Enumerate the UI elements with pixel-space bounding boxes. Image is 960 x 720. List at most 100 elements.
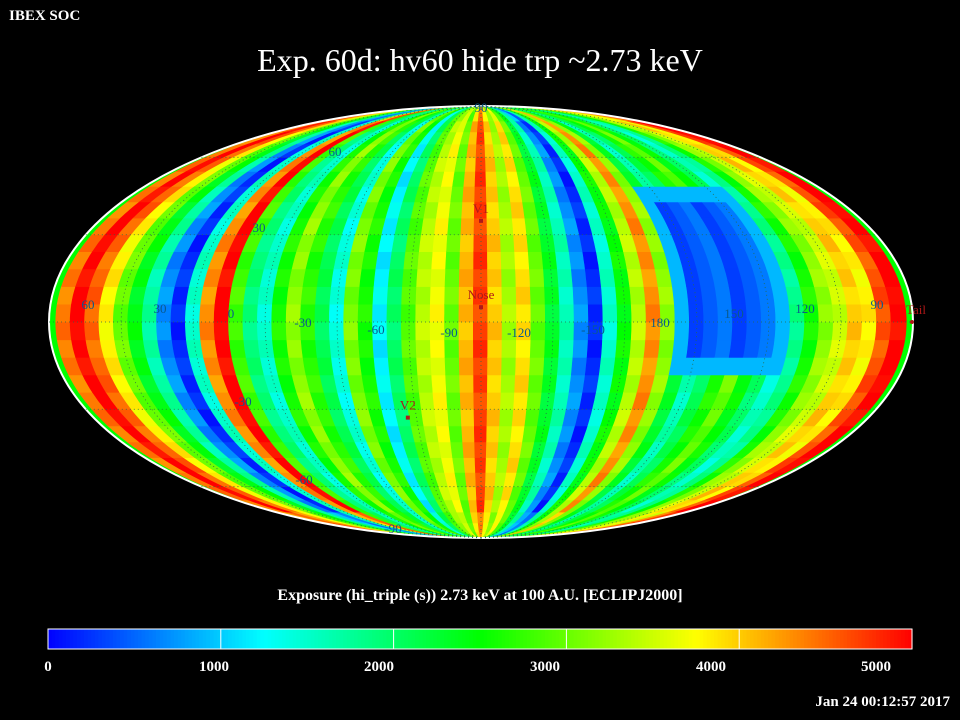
meridian-line: [480, 105, 842, 539]
colorbar-tick: 2000: [364, 659, 394, 675]
colorbar-segment: [548, 629, 553, 649]
colorbar-segment: [444, 629, 449, 649]
heatmap-cell: [472, 339, 490, 358]
heatmap-cell: [415, 303, 432, 323]
heatmap-cell: [468, 131, 479, 145]
colorbar-segment: [584, 629, 589, 649]
colorbar-segment: [411, 629, 416, 649]
colorbar-segment: [807, 629, 812, 649]
heatmap-cell: [486, 391, 503, 410]
colorbar-segment: [314, 629, 319, 649]
heatmap-cell: [544, 339, 561, 358]
heatmap-cell: [416, 268, 433, 287]
latitude-label: -90: [384, 521, 401, 536]
colorbar-segment: [451, 629, 456, 649]
heatmap-cell: [387, 357, 406, 376]
colorbar-segment: [94, 629, 99, 649]
colorbar-segment: [714, 629, 719, 649]
colorbar-segment: [278, 629, 283, 649]
heatmap-cell: [529, 357, 546, 376]
heatmap-cell: [673, 303, 691, 323]
heatmap-cell: [431, 251, 448, 270]
heatmap-cell: [572, 286, 590, 305]
colorbar-segment: [732, 629, 737, 649]
colorbar-segment: [663, 629, 668, 649]
marker-point: [910, 320, 914, 324]
colorbar-segment: [357, 629, 362, 649]
colorbar-segment: [526, 629, 531, 649]
heatmap-cell: [343, 286, 362, 305]
colorbar-segment: [80, 629, 85, 649]
colorbar-segment: [616, 629, 621, 649]
heatmap-cell: [515, 268, 532, 287]
colorbar-segment: [901, 629, 906, 649]
heatmap-cell: [415, 321, 432, 341]
colorbar-segment: [274, 629, 279, 649]
heatmap-cell: [372, 303, 389, 323]
heatmap-cell: [459, 251, 475, 270]
colorbar-segment: [703, 629, 708, 649]
colorbar-segment: [188, 629, 193, 649]
colorbar-segment: [181, 629, 186, 649]
heatmap-cell: [500, 251, 517, 270]
colorbar-segment: [422, 629, 427, 649]
colorbar-segment: [310, 629, 315, 649]
heatmap-cell: [156, 321, 174, 341]
heatmap-cell: [228, 321, 246, 341]
heatmap-cell: [358, 339, 376, 358]
heatmap-cell: [432, 234, 449, 252]
heatmap-cell: [417, 374, 435, 393]
heatmap-cell: [515, 357, 532, 376]
colorbar-segment: [105, 629, 110, 649]
colorbar-segment: [224, 629, 229, 649]
colorbar-segment: [386, 629, 391, 649]
colorbar-segment: [516, 629, 521, 649]
heatmap-cell: [430, 268, 447, 287]
heatmap-cell: [415, 286, 433, 305]
colorbar-tick: 1000: [199, 659, 229, 675]
colorbar-segment: [505, 629, 510, 649]
heatmap-cell: [431, 374, 448, 393]
heatmap-cell: [343, 339, 362, 358]
heatmap-cell: [716, 321, 734, 341]
heatmap-cell: [462, 441, 477, 458]
exposure-heatmap: [48, 105, 914, 539]
heatmap-cell: [587, 303, 605, 323]
heatmap-cell: [271, 303, 289, 323]
longitude-label: -150: [581, 322, 605, 337]
latitude-label: 90: [475, 100, 488, 115]
colorbar-segment: [51, 629, 56, 649]
colorbar-segment: [300, 629, 305, 649]
colorbar-segment: [332, 629, 337, 649]
colorbar-segment: [346, 629, 351, 649]
colorbar-segment: [750, 629, 755, 649]
colorbar-segment: [145, 629, 150, 649]
heatmap-cell: [271, 321, 289, 341]
colorbar-segment: [847, 629, 852, 649]
colorbar-segment: [462, 629, 467, 649]
colorbar-segment: [678, 629, 683, 649]
colorbar-segment: [321, 629, 326, 649]
colorbar-segment: [588, 629, 593, 649]
timestamp: Jan 24 00:12:57 2017: [815, 694, 950, 710]
colorbar-segment: [656, 629, 661, 649]
latitude-label: 60: [329, 144, 342, 159]
colorbar-segment: [771, 629, 776, 649]
heatmap-cell: [475, 143, 487, 158]
heatmap-cell: [530, 303, 547, 323]
heatmap-cell: [731, 321, 749, 341]
colorbar-segment: [282, 629, 287, 649]
colorbar-segment: [418, 629, 423, 649]
heatmap-cell: [474, 186, 488, 203]
heatmap-cell: [500, 374, 517, 393]
sky-markers: V1 Nose V2 Tail: [400, 201, 926, 420]
colorbar-segment: [156, 629, 161, 649]
colorbar-segment: [235, 629, 240, 649]
colorbar-segment: [717, 629, 722, 649]
heatmap-cell: [401, 339, 418, 358]
colorbar-segment: [879, 629, 884, 649]
colorbar-segment: [674, 629, 679, 649]
colorbar-segment: [199, 629, 204, 649]
heatmap-cell: [501, 357, 518, 376]
colorbar-segment: [883, 629, 888, 649]
